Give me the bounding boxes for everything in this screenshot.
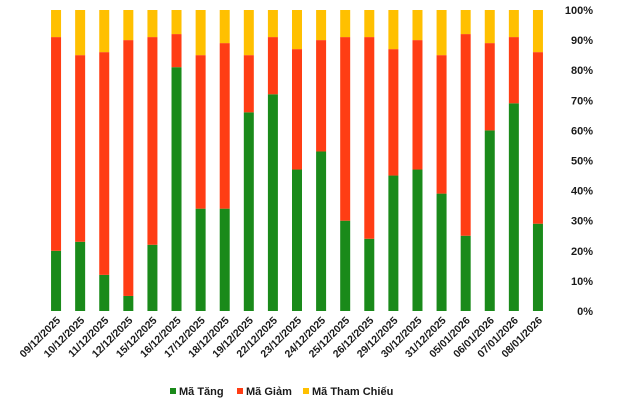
y-tick-label-3: 30% bbox=[571, 216, 593, 228]
bar-segment-series-1-11 bbox=[316, 40, 327, 152]
bar-segment-series-2-20 bbox=[532, 10, 543, 53]
bar-segment-series-1-4 bbox=[147, 37, 158, 245]
bar-segment-series-0-6 bbox=[195, 208, 206, 311]
bar-segment-series-0-11 bbox=[316, 151, 327, 311]
legend-label-1: Mã Giảm bbox=[246, 386, 292, 398]
bar-segment-series-1-6 bbox=[195, 55, 206, 209]
bar-segment-series-1-20 bbox=[532, 52, 543, 224]
bar-segment-series-0-13 bbox=[364, 238, 375, 311]
bar-segment-series-2-16 bbox=[436, 10, 447, 56]
bar-segment-series-0-17 bbox=[460, 235, 471, 311]
bar-segment-series-0-5 bbox=[171, 67, 182, 311]
bar-segment-series-1-7 bbox=[219, 43, 230, 209]
y-tick-label-9: 90% bbox=[571, 35, 593, 47]
y-tick-label-6: 60% bbox=[571, 125, 593, 137]
y-tick-label-7: 70% bbox=[571, 95, 593, 107]
legend-label-0: Mã Tăng bbox=[179, 386, 224, 398]
bar-segment-series-2-5 bbox=[171, 10, 182, 35]
bar-segment-series-2-18 bbox=[484, 10, 495, 44]
bar-segment-series-2-2 bbox=[99, 10, 110, 53]
legend-swatch-2 bbox=[303, 388, 309, 394]
bar-segment-series-2-0 bbox=[51, 10, 62, 38]
bar-segment-series-2-17 bbox=[460, 10, 471, 35]
y-tick-label-1: 10% bbox=[571, 276, 593, 288]
bar-segment-series-0-7 bbox=[219, 208, 230, 311]
bar-segment-series-0-8 bbox=[243, 112, 254, 311]
bar-segment-series-2-8 bbox=[243, 10, 254, 56]
legend-swatch-1 bbox=[237, 388, 243, 394]
bar-segment-series-1-14 bbox=[388, 49, 399, 176]
bar-segment-series-2-1 bbox=[75, 10, 86, 56]
bar-segment-series-1-1 bbox=[75, 55, 86, 242]
bar-segment-series-1-9 bbox=[267, 37, 278, 95]
bar-segment-series-2-19 bbox=[508, 10, 519, 38]
bar-segment-series-1-3 bbox=[123, 40, 134, 296]
bar-segment-series-2-4 bbox=[147, 10, 158, 38]
bar-segment-series-2-6 bbox=[195, 10, 206, 56]
bar-segment-series-1-0 bbox=[51, 37, 62, 251]
bar-segment-series-0-10 bbox=[292, 169, 302, 311]
legend-label-2: Mã Tham Chiếu bbox=[312, 386, 393, 398]
bar-segment-series-1-15 bbox=[412, 40, 423, 170]
y-tick-label-2: 20% bbox=[571, 246, 593, 258]
bar-segment-series-1-12 bbox=[340, 37, 351, 221]
bar-segment-series-0-15 bbox=[412, 169, 423, 311]
bar-segment-series-0-20 bbox=[532, 223, 543, 311]
y-tick-label-8: 80% bbox=[571, 65, 593, 77]
bar-segment-series-0-14 bbox=[388, 175, 399, 311]
bar-segment-series-0-19 bbox=[508, 103, 519, 311]
bar-segment-series-2-3 bbox=[123, 10, 134, 41]
bar-segment-series-1-17 bbox=[460, 34, 471, 236]
bar-segment-series-1-13 bbox=[364, 37, 375, 239]
bar-segment-series-2-15 bbox=[412, 10, 423, 41]
bar-segment-series-0-3 bbox=[123, 295, 134, 311]
bar-segment-series-1-8 bbox=[243, 55, 254, 113]
legend: Mã Tăng Mã Giảm Mã Tham Chiếu bbox=[170, 386, 393, 398]
bar-segment-series-0-16 bbox=[436, 193, 447, 311]
bar-segment-series-0-1 bbox=[75, 241, 86, 311]
bar-segment-series-0-0 bbox=[51, 250, 62, 311]
bar-segment-series-1-2 bbox=[99, 52, 110, 275]
y-tick-label-0: 0% bbox=[577, 306, 593, 318]
bar-segment-series-1-16 bbox=[436, 55, 447, 194]
bar-segment-series-2-10 bbox=[292, 10, 302, 50]
bar-segment-series-2-11 bbox=[316, 10, 327, 41]
bar-segment-series-0-18 bbox=[484, 130, 495, 311]
bar-segment-series-0-4 bbox=[147, 244, 158, 311]
y-tick-label-10: 100% bbox=[565, 5, 593, 17]
bar-segment-series-2-9 bbox=[267, 10, 278, 38]
bar-segment-series-2-12 bbox=[340, 10, 351, 38]
bar-segment-series-0-9 bbox=[267, 94, 278, 311]
bar-segment-series-0-12 bbox=[340, 220, 351, 311]
y-tick-label-5: 50% bbox=[571, 156, 593, 168]
bar-segment-series-0-2 bbox=[99, 274, 110, 311]
y-tick-label-4: 40% bbox=[571, 186, 593, 198]
bars-layer bbox=[51, 10, 543, 311]
bar-segment-series-1-19 bbox=[508, 37, 519, 104]
bar-segment-series-1-10 bbox=[292, 49, 302, 170]
legend-swatch-0 bbox=[170, 388, 176, 394]
bar-segment-series-2-7 bbox=[219, 10, 230, 44]
bar-segment-series-1-5 bbox=[171, 34, 182, 68]
bar-segment-series-1-18 bbox=[484, 43, 495, 131]
bar-segment-series-2-14 bbox=[388, 10, 399, 50]
bar-segment-series-2-13 bbox=[364, 10, 375, 38]
